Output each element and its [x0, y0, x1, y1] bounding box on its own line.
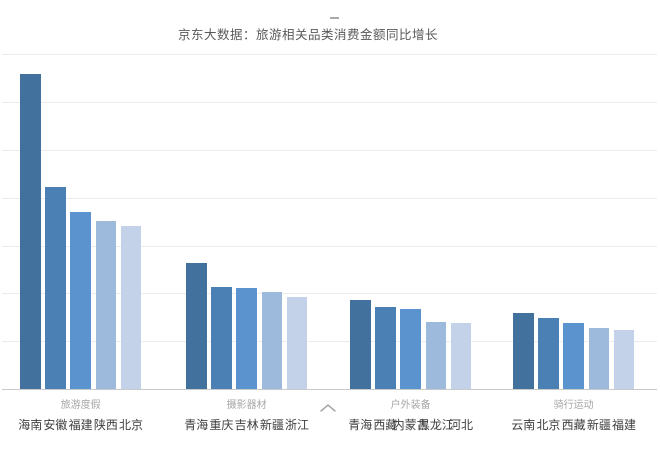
- x-tick-label: 青海: [348, 418, 373, 432]
- bar-摄影器材-重庆: [211, 286, 232, 389]
- bar-户外装备-青海: [350, 300, 371, 389]
- gridline: [2, 102, 657, 104]
- gridline: [2, 293, 657, 295]
- x-tick-label: 河北: [449, 418, 474, 432]
- bar-骑行运动-西藏: [563, 323, 584, 389]
- bar-摄影器材-新疆: [261, 291, 283, 389]
- bar-骑行运动-新疆: [588, 327, 610, 389]
- bar-摄影器材-浙江: [286, 297, 308, 389]
- bar-旅游度假-陕西: [95, 220, 117, 389]
- x-tick-label: 北京: [536, 418, 561, 432]
- bar-旅游度假-北京: [120, 226, 142, 389]
- gridline: [2, 245, 657, 247]
- group-label-摄影器材: 摄影器材: [226, 400, 267, 411]
- bar-旅游度假-安徽: [45, 187, 66, 389]
- bar-摄影器材-吉林: [236, 288, 257, 389]
- gridline: [2, 341, 657, 343]
- x-tick-label: 西藏: [561, 418, 586, 432]
- x-tick-label: 安徽: [43, 418, 68, 432]
- bar-旅游度假-海南: [20, 73, 41, 389]
- gridline: [2, 54, 657, 56]
- bar-骑行运动-福建: [613, 330, 635, 389]
- x-tick-label: 新疆: [259, 418, 284, 432]
- x-tick-label: 陕西: [93, 418, 118, 432]
- x-tick-label: 重庆: [209, 418, 234, 432]
- x-tick-label: 福建: [612, 418, 637, 432]
- group-label-户外装备: 户外装备: [390, 400, 431, 411]
- bar-骑行运动-云南: [513, 312, 534, 389]
- caret-up-icon: [319, 401, 337, 413]
- bar-旅游度假-福建: [70, 212, 91, 389]
- x-axis-line: [2, 389, 657, 390]
- x-tick-label: 云南: [511, 418, 536, 432]
- x-tick-label: 黑龙江: [417, 418, 454, 432]
- x-tick-label: 福建: [68, 418, 93, 432]
- bar-骑行运动-北京: [538, 318, 559, 389]
- x-tick-label: 浙江: [285, 418, 310, 432]
- chart-title: 京东大数据：旅游相关品类消费金额同比增长: [177, 28, 438, 42]
- group-label-骑行运动: 骑行运动: [553, 400, 594, 411]
- bar-户外装备-黑龙江: [425, 322, 447, 389]
- gridline: [2, 150, 657, 151]
- x-tick-label: 西藏: [373, 418, 398, 432]
- x-tick-label: 新疆: [586, 418, 611, 432]
- group-label-旅游度假: 旅游度假: [60, 400, 101, 411]
- bar-户外装备-内蒙古: [400, 309, 421, 389]
- x-tick-label: 吉林: [234, 418, 259, 432]
- legend-dash-icon: [330, 17, 339, 19]
- bar-摄影器材-青海: [186, 263, 207, 389]
- x-tick-label: 海南: [18, 418, 43, 432]
- bar-户外装备-西藏: [375, 306, 396, 389]
- x-tick-label: 青海: [184, 418, 209, 432]
- x-tick-label: 北京: [119, 418, 144, 432]
- gridline: [2, 197, 657, 199]
- x-tick-label: 内蒙古: [392, 418, 429, 432]
- bar-户外装备-河北: [450, 323, 472, 389]
